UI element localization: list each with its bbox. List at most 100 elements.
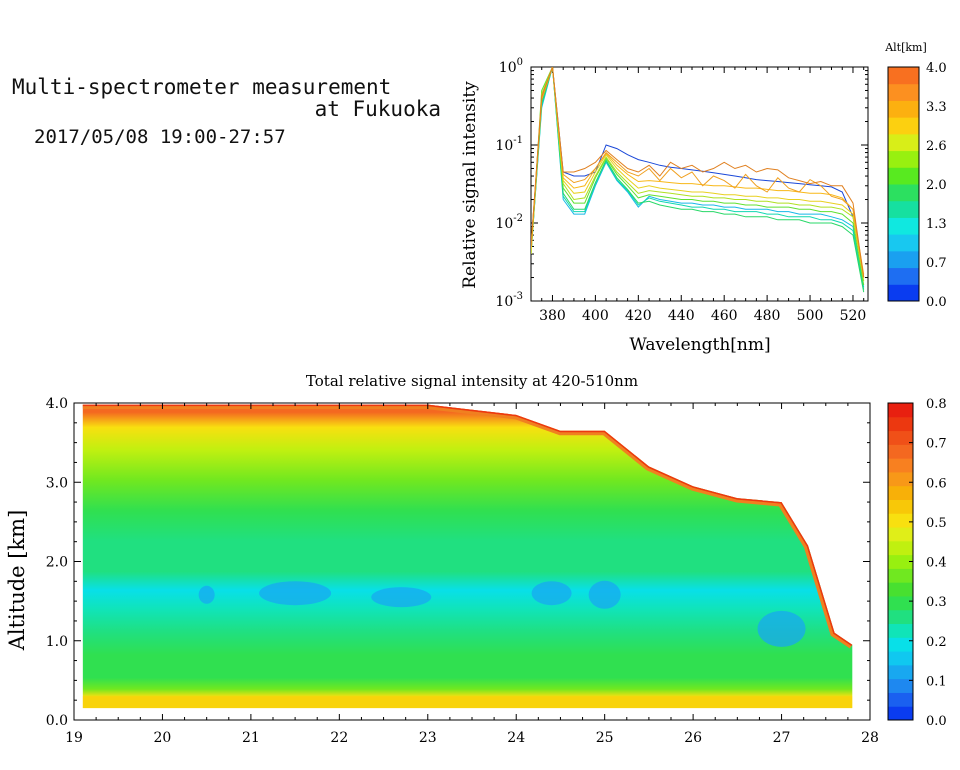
spectrum-colorbar-swatch xyxy=(888,200,919,218)
heatmap-x-tick-label: 24 xyxy=(507,730,525,746)
heatmap-ylabel: Altitude [km] xyxy=(5,510,29,652)
heatmap-low-intensity-patch xyxy=(259,581,332,606)
heatmap-colorbar-swatch xyxy=(888,416,913,432)
spectrum-series-group xyxy=(531,67,865,293)
heatmap-x-tick-label: 19 xyxy=(65,730,83,746)
heatmap-low-intensity-patch xyxy=(371,587,432,608)
spectrum-colorbar-label: 0.0 xyxy=(926,295,947,310)
heatmap-colorbar-label: 0.6 xyxy=(926,476,947,491)
spectrum-colorbar-frame xyxy=(887,66,920,302)
heatmap-colorbar-swatch xyxy=(888,527,913,542)
spectrum-colorbar-swatch xyxy=(888,150,919,168)
heatmap-colorbar-swatch xyxy=(888,582,913,597)
spectrum-series-line-9 xyxy=(531,67,865,278)
heatmap-low-intensity-patch xyxy=(757,610,806,647)
heatmap-colorbar-swatch xyxy=(888,444,913,459)
spectrum-colorbar-swatch xyxy=(888,67,919,85)
heatmap-colorbar-label: 0.8 xyxy=(926,397,947,412)
heatmap-colorbar-swatch xyxy=(888,499,913,514)
heatmap-x-tick-label: 28 xyxy=(861,730,879,746)
heatmap-colorbar-swatch xyxy=(888,692,913,707)
heatmap-colorbar-label: 0.5 xyxy=(926,516,947,531)
spectrum-colorbar-title: Alt[km] xyxy=(884,41,927,54)
spectrum-colorbar-swatch xyxy=(888,284,919,302)
heatmap-colorbar-swatch xyxy=(888,609,913,625)
heatmap-y-tick-label: 1.0 xyxy=(46,634,68,650)
spectrum-y-tick-label: 100 xyxy=(499,57,523,76)
heatmap-low-intensity-patch xyxy=(531,581,572,606)
heatmap-colorbar-swatch xyxy=(888,568,913,583)
spectrum-colorbar-swatch xyxy=(888,133,919,152)
heatmap-colorbar-label: 0.3 xyxy=(926,595,947,610)
heatmap-x-tick-label: 22 xyxy=(330,730,348,746)
heatmap-x-tick-label: 23 xyxy=(419,730,437,746)
heatmap-colorbar-swatch xyxy=(888,513,913,528)
spectrum-colorbar-label: 2.6 xyxy=(926,139,947,154)
spectrum-colorbar-label: 1.3 xyxy=(926,217,947,232)
spectrum-series-line-0 xyxy=(531,67,865,278)
spectrum-y-tick-label: 10-1 xyxy=(495,135,523,154)
heatmap-x-tick-label: 25 xyxy=(596,730,614,746)
spectrum-series-line-1 xyxy=(531,67,865,288)
heatmap-lower-band xyxy=(82,696,853,709)
spectrum-colorbar-swatch xyxy=(888,234,919,252)
heatmap-colorbar-swatch xyxy=(888,485,913,500)
spectrum-colorbar-swatch xyxy=(888,117,919,135)
spectrum-colorbar-swatch xyxy=(888,184,919,202)
spectrum-x-tick-label: 460 xyxy=(711,308,738,324)
heatmap-low-intensity-patch xyxy=(588,580,621,609)
heatmap-colorbar-label: 0.4 xyxy=(926,556,947,571)
heatmap-y-tick-label: 2.0 xyxy=(46,555,68,571)
spectrum-y-tick-label: 10-2 xyxy=(495,213,523,232)
heatmap-colorbar-label: 0.7 xyxy=(926,437,947,452)
spectrum-x-tick-label: 500 xyxy=(797,308,824,324)
heatmap-colorbar-label: 0.1 xyxy=(926,674,947,689)
spectrum-colorbar-swatch xyxy=(888,167,919,185)
heatmap-colorbar-swatch xyxy=(888,554,913,569)
heatmap-colorbar-swatch xyxy=(888,595,913,611)
spectrum-colorbar-swatch xyxy=(888,83,919,101)
spectrum-ylabel: Relative signal intensity xyxy=(460,81,480,289)
spectrum-series-line-2 xyxy=(531,67,865,290)
spectrum-colorbar-label: 3.3 xyxy=(926,100,947,115)
spectrum-xlabel: Wavelength[nm] xyxy=(629,335,770,355)
heatmap-y-tick-label: 4.0 xyxy=(46,396,68,412)
spectrum-y-tick-label: 10-3 xyxy=(495,291,523,310)
heatmap-x-tick-label: 26 xyxy=(684,730,702,746)
spectrum-x-tick-label: 520 xyxy=(840,308,867,324)
heatmap-x-tick-label: 21 xyxy=(242,730,260,746)
spectrum-colorbar-swatch xyxy=(888,100,919,118)
heatmap-colorbar-swatch xyxy=(888,540,913,556)
timestamp: 2017/05/08 19:00-27:57 xyxy=(34,126,286,148)
spectrum-series-line-8 xyxy=(531,67,865,278)
heatmap-colorbar-swatch xyxy=(888,664,913,680)
spectrum-x-tick-label: 420 xyxy=(625,308,652,324)
spectrum-x-tick-label: 480 xyxy=(754,308,781,324)
heatmap-colorbar-swatch xyxy=(888,706,913,721)
heatmap-colorbar-swatch xyxy=(888,458,913,473)
spectrum-colorbar-label: 0.7 xyxy=(926,256,947,271)
heatmap-y-tick-label: 0.0 xyxy=(46,713,68,729)
spectrum-colorbar-swatch xyxy=(888,250,919,269)
chart-title-line1: Multi-spectrometer measurement xyxy=(12,75,392,99)
heatmap-colorbar-swatch xyxy=(888,471,913,487)
heatmap-colorbar-swatch xyxy=(888,678,913,693)
heatmap-colorbar-swatch xyxy=(888,430,913,445)
spectrum-colorbar-swatch xyxy=(888,267,919,285)
heatmap-colorbar-swatch xyxy=(888,637,913,652)
heatmap-title: Total relative signal intensity at 420-5… xyxy=(306,372,638,390)
spectrum-x-tick-label: 380 xyxy=(539,308,566,324)
spectrum-series-line-7 xyxy=(531,67,865,275)
heatmap-intensity-field xyxy=(82,404,853,709)
heatmap-colorbar-label: 0.2 xyxy=(926,635,947,650)
heatmap-colorbar-swatch xyxy=(888,623,913,638)
chart-title-line2: at Fukuoka xyxy=(314,97,441,121)
heatmap-y-tick-label: 3.0 xyxy=(46,475,68,491)
spectrum-series-line-5 xyxy=(531,67,865,282)
heatmap-colorbar-label: 0.0 xyxy=(926,714,947,729)
heatmap-x-tick-label: 27 xyxy=(773,730,791,746)
spectrum-colorbar-label: 4.0 xyxy=(926,61,947,76)
heatmap-colorbar-swatch xyxy=(888,651,913,666)
spectrum-series-line-6 xyxy=(531,67,865,278)
